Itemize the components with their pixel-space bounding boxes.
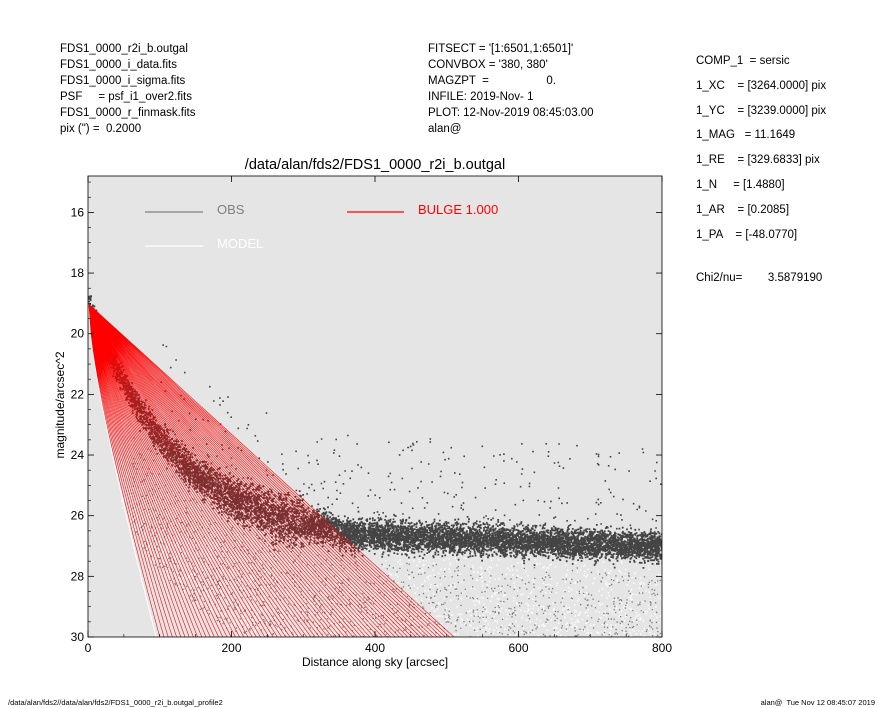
header-mid-line-2: MAGZPT = 0. [428,75,556,87]
x-tick-label-0: 0 [85,641,92,655]
x-tick-label-1: 200 [221,641,241,655]
chi2-value: Chi2/nu= 3.5879190 [696,272,823,284]
legend-label-1: MODEL [217,236,263,251]
y-tick-label-0: 16 [71,205,85,219]
header-left-line-2: FDS1_0000_i_sigma.fits [60,75,186,87]
bulge-model-lines [88,303,455,637]
header-right-line-2: 1_YC = [3239.0000] pix [696,104,827,117]
y-tick-label-2: 20 [71,327,85,341]
y-tick-label-7: 30 [71,630,85,644]
model-line [88,303,157,637]
header-left-line-0: FDS1_0000_r2i_b.outgal [60,43,188,55]
header-right-line-3: 1_MAG = 11.1649 [696,129,796,142]
plot-content [88,295,662,637]
x-axis-label: Distance along sky [arcsec] [301,655,449,669]
y-tick-label-4: 24 [71,448,85,462]
header-left-line-1: FDS1_0000_i_data.fits [60,59,177,71]
y-tick-label-5: 26 [71,509,85,523]
x-tick-label-4: 800 [652,641,672,655]
header-left-line-5: pix (") = 0.2000 [60,123,142,135]
header-right-line-4: 1_RE = [329.6833] pix [696,154,820,167]
x-tick-label-2: 400 [365,641,385,655]
header-left-line-3: PSF = psf_i1_over2.fits [60,91,192,103]
header-right-line-0: COMP_1 = sersic [696,55,790,67]
header-mid: FITSECT = '[1:6501,1:6501]' CONVBOX = '38… [428,41,594,137]
y-tick-label-1: 18 [71,266,85,280]
legend-label-2: BULGE 1.000 [418,202,498,217]
header-mid-line-5: alan@ [428,123,462,135]
header-mid-line-4: PLOT: 12-Nov-2019 08:45:03.00 [428,107,594,119]
header-mid-line-1: CONVBOX = '380, 380' [428,59,548,71]
obs-points [88,295,662,569]
header-right-line-1: 1_XC = [3264.0000] pix [696,79,827,92]
y-tick-label-3: 22 [71,387,85,401]
header-mid-line-0: FITSECT = '[1:6501,1:6501]' [428,43,574,55]
header-right: COMP_1 = sersic 1_XC = [3264.0000] pix 1_Y… [696,49,826,247]
header-left-line-4: FDS1_0000_r_finmask.fits [60,107,196,119]
y-tick-label-6: 28 [71,569,85,583]
header-mid-line-3: INFILE: 2019-Nov- 1 [428,91,534,103]
footer-timestamp: alan@ Tue Nov 12 08:45:07 2019 [760,698,875,707]
header-left: FDS1_0000_r2i_b.outgal FDS1_0000_i_data.f… [60,41,196,137]
legend-label-0: OBS [217,202,245,217]
header-right-line-6: 1_AR = [0.2085] [696,203,790,216]
header-right-line-7: 1_PA = [-48.0770] [696,228,798,241]
footer-path: /data/alan/fds2//data/alan/fds2/FDS1_000… [8,698,223,707]
plot-title: /data/alan/fds2/FDS1_0000_r2i_b.outgal [244,157,506,173]
header-right-line-5: 1_N = [1.4880] [696,178,785,191]
x-tick-label-3: 600 [508,641,528,655]
